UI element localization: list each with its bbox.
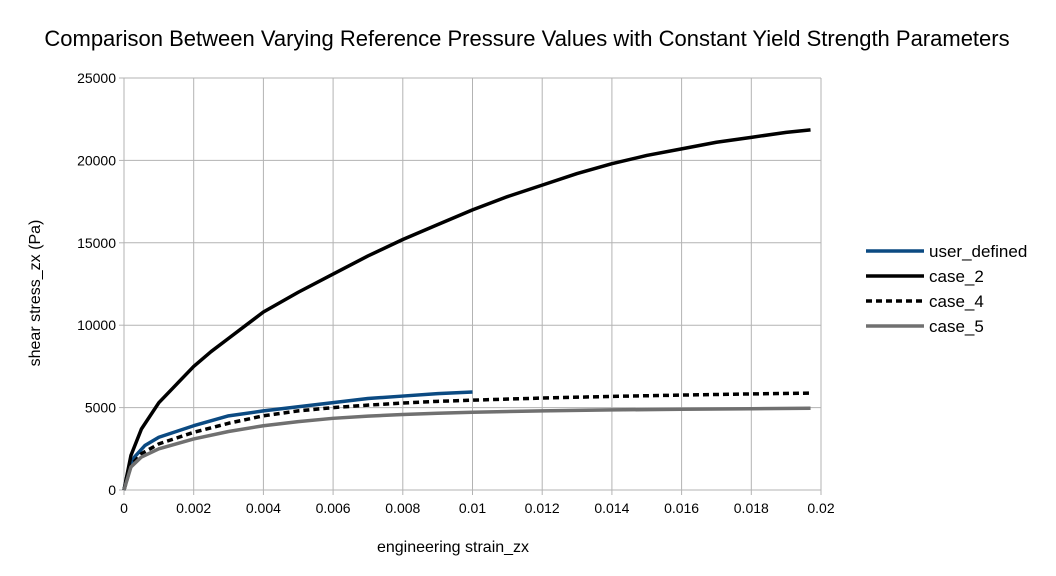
legend-label: case_2 xyxy=(929,267,984,286)
y-axis-title: shear stress_zx (Pa) xyxy=(27,220,44,367)
x-tick-label: 0.014 xyxy=(594,500,629,516)
y-tick-label: 10000 xyxy=(77,317,116,333)
y-tick-label: 0 xyxy=(108,482,116,498)
series-lines xyxy=(122,128,811,491)
legend-label: user_defined xyxy=(929,242,1027,261)
x-tick-label: 0.02 xyxy=(807,500,834,516)
x-tick-label: 0.008 xyxy=(385,500,420,516)
legend-label: case_5 xyxy=(929,317,984,336)
y-tick-label: 5000 xyxy=(85,400,116,416)
y-tick-label: 25000 xyxy=(77,70,116,86)
x-tick-label: 0.012 xyxy=(525,500,560,516)
x-tick-label: 0.01 xyxy=(459,500,486,516)
x-tick-label: 0.004 xyxy=(246,500,281,516)
y-tick-label: 20000 xyxy=(77,152,116,168)
series-line-case-5 xyxy=(122,406,811,491)
x-tick-label: 0.018 xyxy=(734,500,769,516)
x-tick-label: 0.006 xyxy=(316,500,351,516)
legend: user_defined case_2 case_4 case_5 xyxy=(866,242,1027,336)
series-line-user-defined xyxy=(122,390,473,491)
y-tick-label: 15000 xyxy=(77,235,116,251)
x-tick-label: 0.002 xyxy=(176,500,211,516)
x-tick-label: 0 xyxy=(120,500,128,516)
x-axis-title: engineering strain_zx xyxy=(377,539,529,556)
chart-title: Comparison Between Varying Reference Pre… xyxy=(44,26,1009,51)
series-line-case-4 xyxy=(122,391,811,491)
axes: 0 0.002 0.004 0.006 0.008 0.01 0.012 0.014 0.016… xyxy=(77,70,835,516)
legend-label: case_4 xyxy=(929,292,984,311)
grid xyxy=(123,77,822,491)
series-line-case-2 xyxy=(122,128,811,491)
x-tick-label: 0.016 xyxy=(664,500,699,516)
